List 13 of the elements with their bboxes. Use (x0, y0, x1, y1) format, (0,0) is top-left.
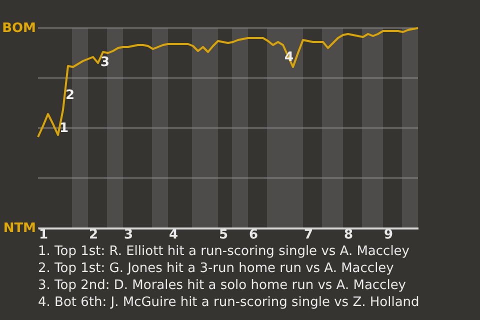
text: 3. Top 2nd: D. Morales hit a solo home run vs A. Maccley (38, 278, 406, 293)
annotation: 2 (65, 88, 75, 103)
x-tick-label: 4 (168, 228, 178, 242)
ref-line-label: BOM (2, 21, 36, 36)
annotation: 1 (59, 121, 69, 136)
x-tick-label: 9 (384, 228, 394, 242)
text: 1. Top 1st: R. Elliott hit a run-scoring single vs A. Maccley (38, 244, 410, 259)
text: 4. Bot 6th: J. McGuire hit a run-scoring single vs Z. Holland (38, 295, 420, 310)
x-tick-label: 8 (344, 228, 354, 242)
annotation: 3 (100, 55, 110, 70)
x-tick-label: 6 (248, 228, 258, 242)
text: 2. Top 1st: G. Jones hit a 3-run home run vs A. Maccley (38, 261, 394, 276)
ref-line-label: NTM (3, 221, 36, 236)
